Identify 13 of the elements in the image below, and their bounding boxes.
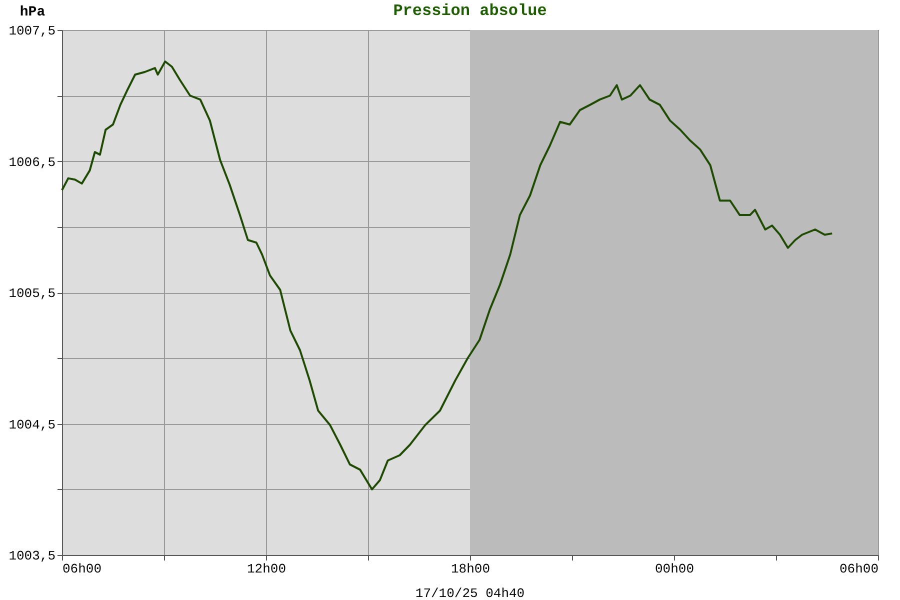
y-tick-label: 1007,5	[8, 24, 56, 38]
x-tick-label: 06h00	[62, 562, 102, 576]
text: 17/10/25 04h40	[415, 586, 525, 600]
y-tick-label: 1004,5	[8, 417, 56, 432]
y-tick-label: 1005,5	[8, 286, 56, 301]
y-tick-label: 1003,5	[8, 548, 56, 564]
x-tick-label: 18h00	[450, 562, 490, 576]
x-tick-label: 00h00	[654, 562, 694, 576]
y-tick-label: 1006,5	[8, 154, 56, 170]
y-axis-title: hPa	[20, 4, 46, 20]
x-tick-label: 12h00	[246, 562, 286, 576]
chart-title: Pression absolue	[393, 2, 547, 20]
x-tick-label: 06h00	[839, 562, 878, 576]
